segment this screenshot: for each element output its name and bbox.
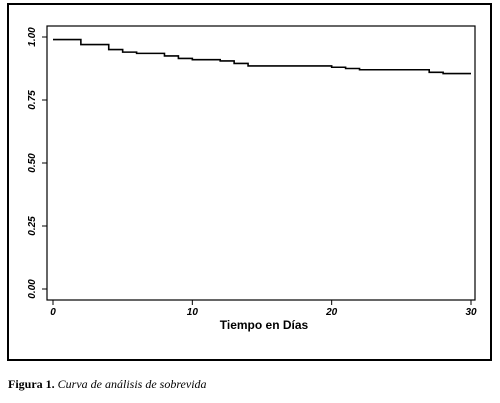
y-tick-label: 1.00: [27, 27, 38, 47]
x-tick-label: 0: [50, 307, 56, 318]
figure-frame: 0.00 0.25 0.50 0.75 1.00 0 10 20 30 Tiempo en D…: [7, 3, 492, 361]
y-tick-label: 0.50: [27, 153, 38, 173]
x-axis: 0 10 20 30: [50, 300, 477, 318]
x-tick-label: 30: [465, 307, 477, 318]
caption-label: Figura 1.: [8, 377, 55, 391]
x-tick-label: 10: [187, 307, 199, 318]
y-axis: 0.00 0.25 0.50 0.75 1.00: [27, 27, 47, 299]
figure-caption: Figura 1. Curva de análisis de sobrevida: [8, 377, 493, 392]
y-tick-label: 0.25: [27, 216, 38, 236]
x-tick-label: 20: [325, 307, 338, 318]
x-axis-title: Tiempo en Días: [220, 318, 309, 332]
survival-step-line: [53, 38, 471, 75]
plot-area-border: [46, 25, 476, 301]
y-tick-label: 0.75: [27, 90, 38, 110]
caption-text: Curva de análisis de sobrevida: [57, 377, 207, 391]
y-tick-label: 0.00: [27, 279, 38, 299]
survival-chart: 0.00 0.25 0.50 0.75 1.00 0 10 20 30 Tiempo en D…: [27, 25, 477, 332]
